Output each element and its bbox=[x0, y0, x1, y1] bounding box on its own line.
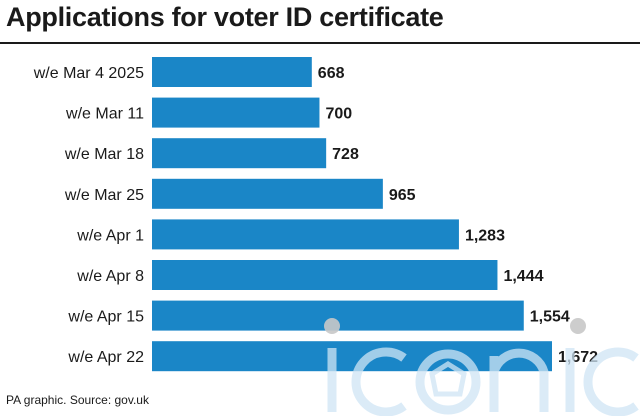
chart-title: Applications for voter ID certificate bbox=[6, 2, 444, 32]
bar bbox=[152, 219, 459, 250]
value-label: 728 bbox=[332, 146, 359, 163]
value-label: 1,283 bbox=[465, 227, 505, 244]
value-label: 965 bbox=[389, 187, 416, 204]
bar-chart: w/e Mar 4 2025 668 w/e Mar 11 700 w/e Mar 18… bbox=[33, 57, 598, 372]
category-label: w/e Mar 18 bbox=[64, 146, 144, 163]
category-label: w/e Mar 4 2025 bbox=[33, 65, 144, 82]
title-divider bbox=[0, 42, 640, 44]
value-label: 1,444 bbox=[503, 268, 543, 285]
category-label: w/e Apr 22 bbox=[67, 349, 144, 366]
bar bbox=[152, 341, 552, 372]
category-label: w/e Apr 8 bbox=[76, 268, 144, 285]
source-note: PA graphic. Source: gov.uk bbox=[6, 393, 149, 407]
bar bbox=[152, 300, 524, 331]
category-label: w/e Mar 11 bbox=[65, 106, 144, 123]
value-label: 668 bbox=[318, 65, 345, 82]
value-label: 1,554 bbox=[530, 309, 570, 326]
category-label: w/e Apr 15 bbox=[67, 309, 144, 326]
bar bbox=[152, 178, 383, 209]
bar bbox=[152, 260, 498, 290]
bar bbox=[152, 57, 312, 87]
bar bbox=[152, 97, 320, 128]
category-label: w/e Mar 25 bbox=[64, 187, 144, 204]
value-label: 700 bbox=[325, 106, 352, 123]
bar bbox=[152, 138, 327, 169]
value-label: 1,672 bbox=[558, 349, 598, 366]
category-label: w/e Apr 1 bbox=[76, 227, 144, 244]
